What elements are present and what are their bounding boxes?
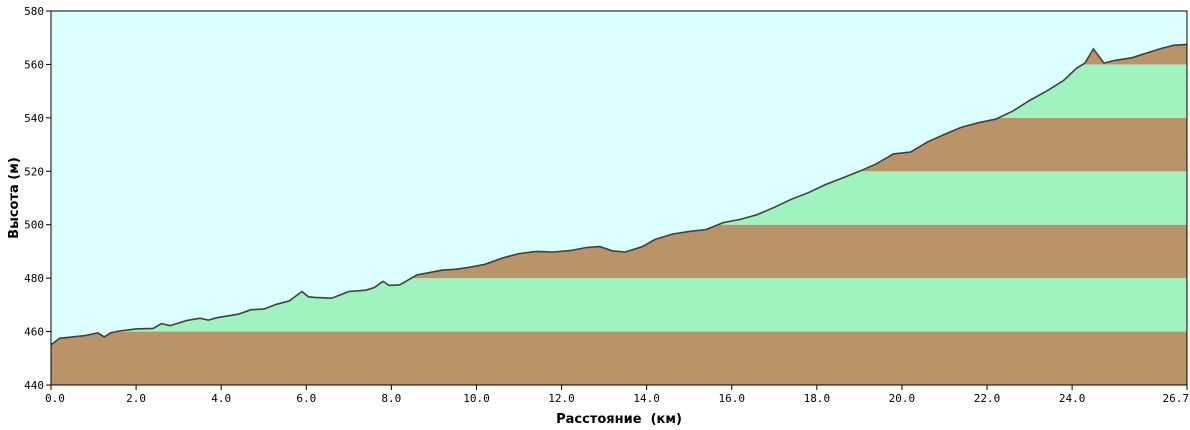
y-tick-label: 440 bbox=[24, 379, 44, 392]
x-tick-label: 12.0 bbox=[548, 392, 575, 405]
plot-frame bbox=[50, 10, 1188, 386]
y-tick-label: 480 bbox=[24, 272, 44, 285]
x-tick-label: 0.0 bbox=[45, 392, 65, 405]
y-tick-label: 520 bbox=[24, 165, 44, 178]
x-tick-label: 8.0 bbox=[381, 392, 401, 405]
y-tick-label: 560 bbox=[24, 58, 44, 71]
y-axis: 440 460 480 500 520 540 560 580 bbox=[24, 5, 51, 392]
x-tick-label: 14.0 bbox=[633, 392, 660, 405]
y-tick-label: 540 bbox=[24, 112, 44, 125]
y-axis-title: Высота (м) bbox=[7, 157, 22, 239]
x-tick-label: 24.0 bbox=[1059, 392, 1086, 405]
y-tick-label: 580 bbox=[24, 5, 44, 18]
y-tick-label: 460 bbox=[24, 326, 44, 339]
y-tick-label: 500 bbox=[24, 219, 44, 232]
x-tick-label: 4.0 bbox=[211, 392, 231, 405]
x-tick-label: 22.0 bbox=[974, 392, 1001, 405]
profile-line bbox=[51, 43, 1187, 346]
x-axis: 0.0 2.0 4.0 6.0 8.0 10.0 12.0 14.0 16.0 18.0 20.0 2… bbox=[45, 385, 1189, 405]
x-tick-label: 18.0 bbox=[804, 392, 831, 405]
x-tick-label: 16.0 bbox=[718, 392, 745, 405]
elevation-band-440-460 bbox=[51, 331, 1187, 385]
x-tick-label: 2.0 bbox=[126, 392, 146, 405]
x-tick-label: 6.0 bbox=[296, 392, 316, 405]
x-axis-title: Расстояние (км) bbox=[556, 412, 682, 427]
x-tick-label: 26.7 bbox=[1163, 392, 1190, 405]
x-tick-label: 10.0 bbox=[463, 392, 490, 405]
x-tick-label: 20.0 bbox=[889, 392, 916, 405]
